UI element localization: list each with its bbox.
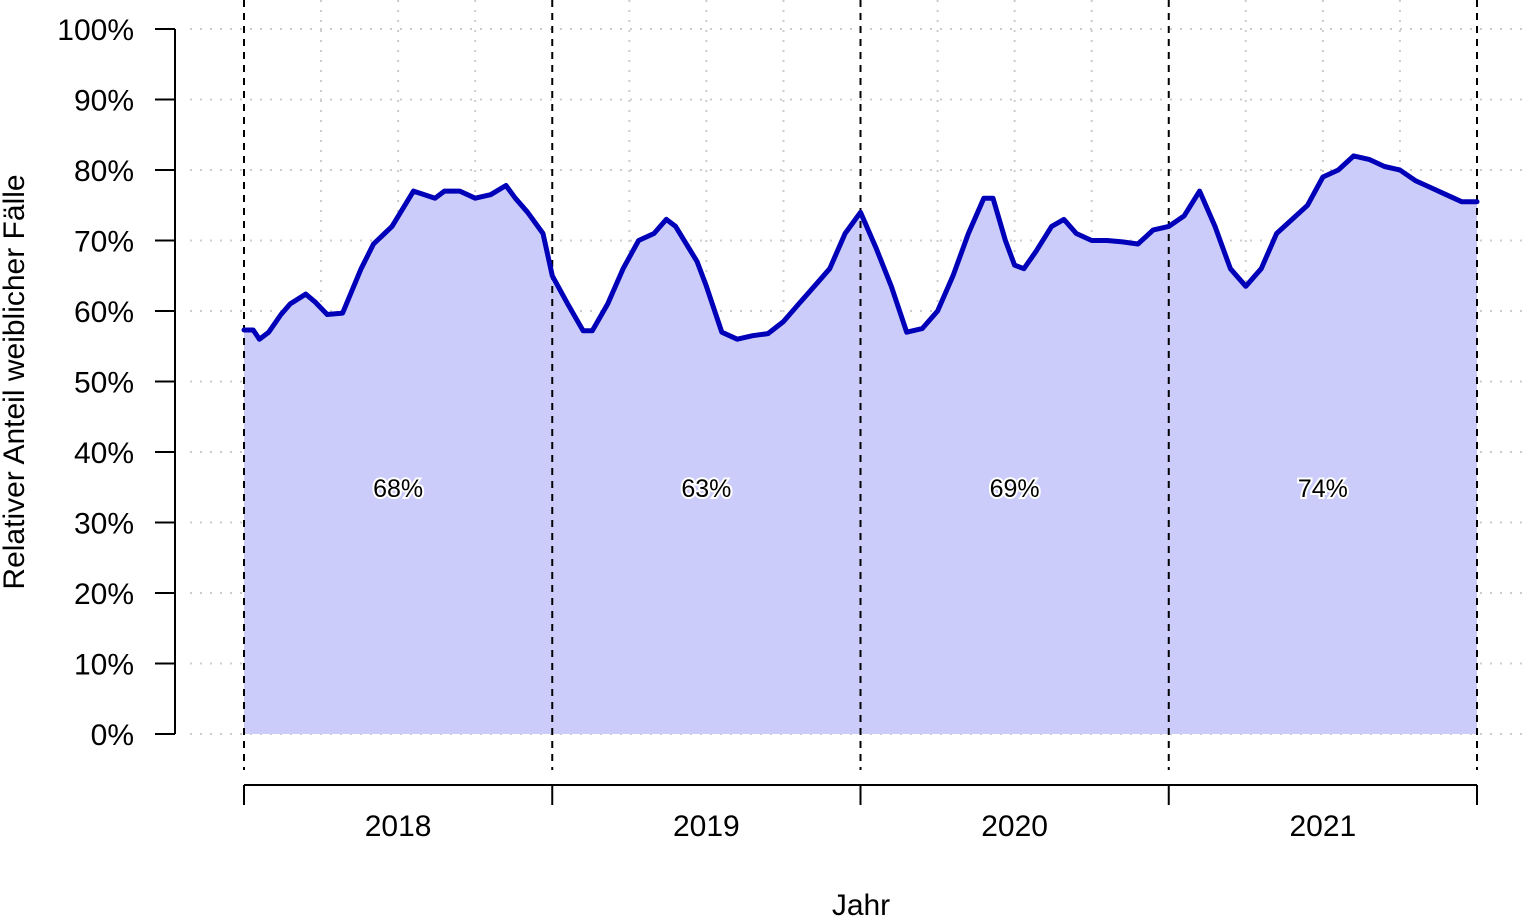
y-tick-label: 10% xyxy=(74,649,134,682)
y-tick-label: 40% xyxy=(74,437,134,470)
y-tick-label: 20% xyxy=(74,578,134,611)
y-axis-title: Relativer Anteil weiblicher Fälle xyxy=(0,174,31,589)
y-tick-label: 100% xyxy=(57,14,134,47)
x-axis-title: Jahr xyxy=(832,889,890,918)
line-layer xyxy=(241,153,1480,342)
year-mean-label: 63% xyxy=(681,475,731,503)
y-tick-label: 0% xyxy=(91,719,134,752)
y-tick-label: 50% xyxy=(74,367,134,400)
axis-layer: 0% 10% 20% 30% 40% 50% 60% 70% 80% 90% 100% 2018 201… xyxy=(0,14,1478,918)
y-tick-label: 90% xyxy=(74,85,134,118)
x-tick-label: 2020 xyxy=(981,810,1048,843)
y-tick-label: 30% xyxy=(74,508,134,541)
y-tick-label: 80% xyxy=(74,155,134,188)
x-tick-label: 2021 xyxy=(1290,810,1357,843)
year-mean-label: 74% xyxy=(1298,475,1348,503)
year-mean-label: 69% xyxy=(990,475,1040,503)
series-line xyxy=(241,153,1480,342)
x-tick-label: 2019 xyxy=(673,810,740,843)
year-mean-label: 68% xyxy=(373,475,423,503)
x-tick-label: 2018 xyxy=(365,810,432,843)
label-layer: 68% 63% 69% 74% xyxy=(371,473,1350,505)
y-tick-label: 60% xyxy=(74,296,134,329)
year-divider-layer xyxy=(243,0,1478,770)
y-tick-label: 70% xyxy=(74,226,134,259)
